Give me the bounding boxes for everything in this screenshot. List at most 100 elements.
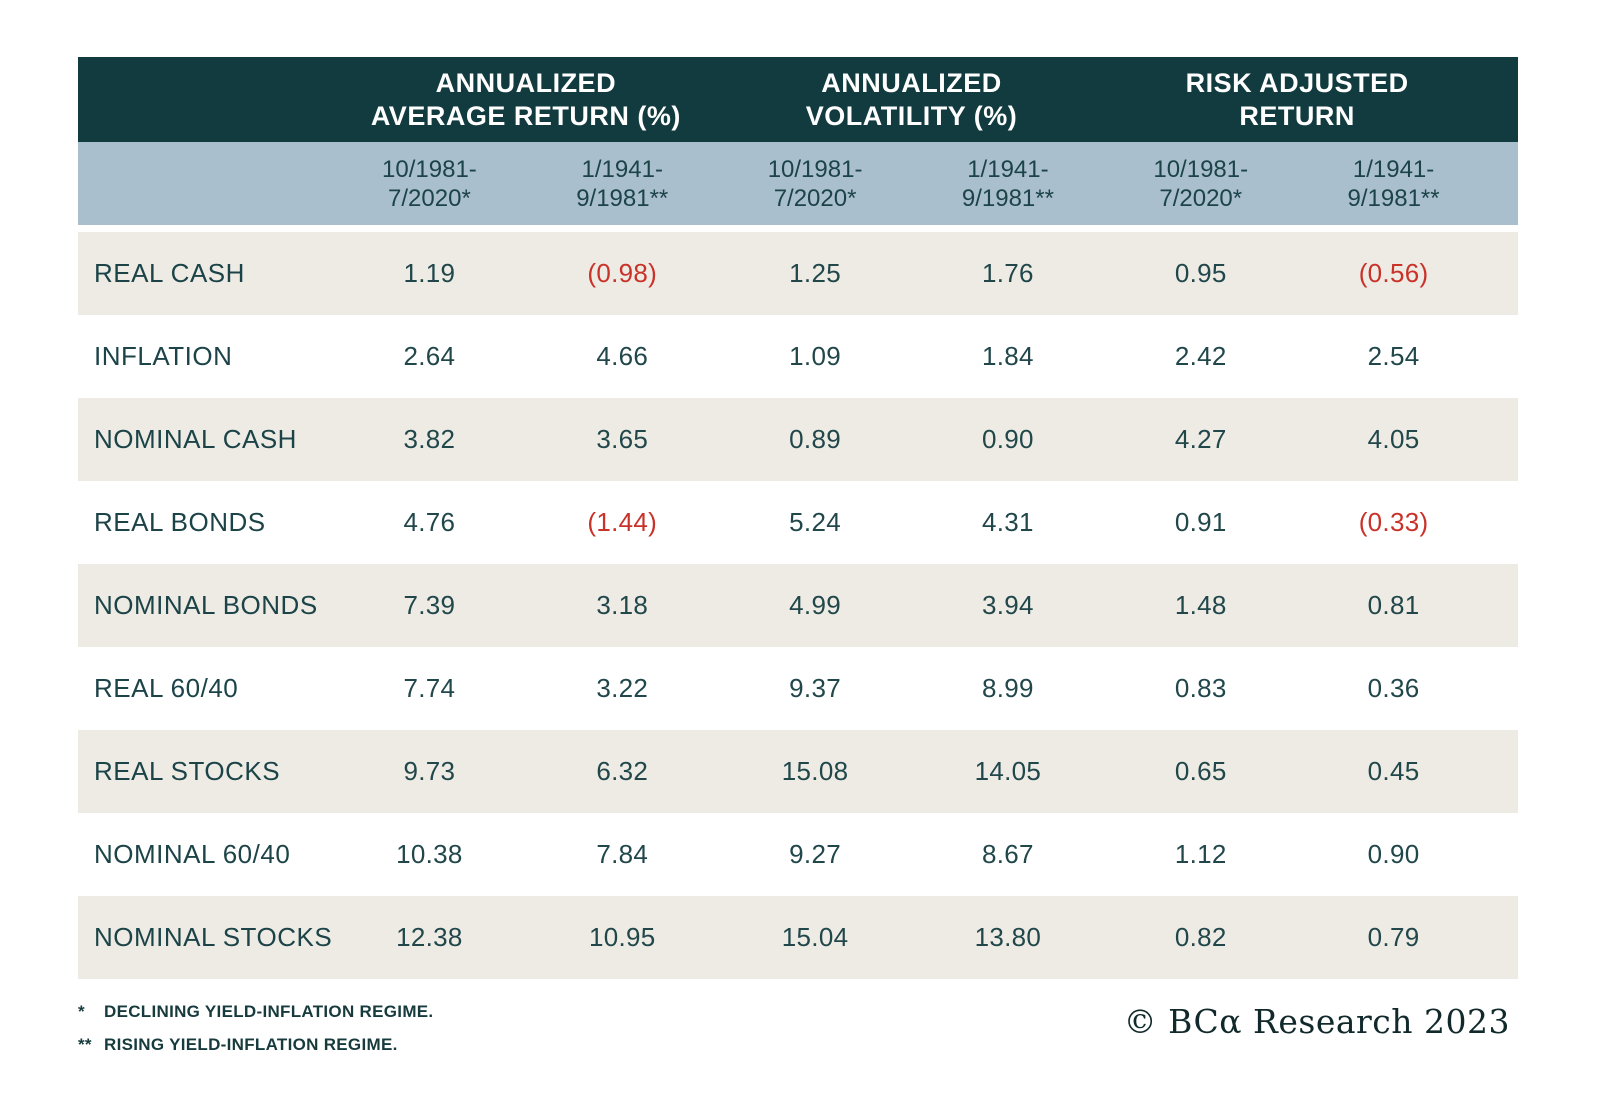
cell: 6.32: [596, 756, 649, 786]
footnote-text: RISING YIELD-INFLATION REGIME.: [104, 1035, 398, 1054]
period-line: 7/2020*: [773, 184, 857, 212]
cell: 0.81: [1367, 590, 1420, 620]
footnote-text: DECLINING YIELD-INFLATION REGIME.: [104, 1002, 434, 1021]
period-line: 10/1981-: [1153, 155, 1249, 183]
period-line: 9/1981**: [961, 184, 1054, 212]
cell: 12.38: [396, 922, 463, 952]
table-row: REAL CASH 1.19 (0.98) 1.25 1.76 0.95 (0.…: [78, 232, 1518, 315]
row-label: REAL 60/40: [94, 673, 239, 703]
cell: 0.45: [1367, 756, 1420, 786]
cell: 4.76: [403, 507, 456, 537]
footnote-marker: **: [78, 1035, 92, 1054]
cell: 3.82: [403, 424, 456, 454]
cell: 1.76: [982, 258, 1034, 288]
period-header: 10/1981- 7/2020*: [1104, 142, 1297, 225]
table-body: REAL CASH 1.19 (0.98) 1.25 1.76 0.95 (0.…: [78, 232, 1518, 979]
cell: 3.22: [596, 673, 649, 703]
group-header-line: RISK ADJUSTED: [1185, 67, 1409, 98]
row-label: REAL CASH: [94, 258, 245, 288]
cell: 4.31: [982, 507, 1034, 537]
footnote-rising-regime: ** RISING YIELD-INFLATION REGIME.: [78, 1028, 433, 1061]
table-row: NOMINAL STOCKS 12.38 10.95 15.04 13.80 0…: [78, 896, 1518, 979]
cell: 0.82: [1174, 922, 1227, 952]
cell: 9.37: [789, 673, 841, 703]
cell: 9.27: [789, 839, 841, 869]
group-header-annualized-average-return: ANNUALIZED AVERAGE RETURN (%): [333, 57, 719, 142]
row-label: NOMINAL STOCKS: [94, 922, 333, 952]
group-header-annualized-volatility: ANNUALIZED VOLATILITY (%): [719, 57, 1105, 142]
cell: 0.90: [1367, 839, 1420, 869]
header-corner-spacer: [78, 57, 333, 142]
table-subheader-band: 10/1981- 7/2020* 1/1941- 9/1981** 10/198…: [78, 142, 1518, 225]
cell: 2.42: [1174, 341, 1227, 371]
cell: 4.05: [1367, 424, 1420, 454]
table-header-band: ANNUALIZED AVERAGE RETURN (%) ANNUALIZED…: [78, 57, 1518, 142]
cell: 1.09: [789, 341, 841, 371]
period-header: 1/1941- 9/1981**: [1297, 142, 1490, 225]
group-header-risk-adjusted-return: RISK ADJUSTED RETURN: [1104, 57, 1490, 142]
group-header-line: ANNUALIZED: [435, 67, 617, 98]
cell: 8.99: [982, 673, 1034, 703]
cell: 8.67: [982, 839, 1034, 869]
table-row: REAL BONDS 4.76 (1.44) 5.24 4.31 0.91 (0…: [78, 481, 1518, 564]
negative-value-cell: (1.44): [587, 507, 658, 537]
cell: 0.89: [789, 424, 841, 454]
cell: 3.94: [982, 590, 1034, 620]
cell: 1.48: [1174, 590, 1227, 620]
cell: 15.04: [781, 922, 849, 952]
cell: 5.24: [789, 507, 841, 537]
cell: 0.36: [1367, 673, 1420, 703]
footnote-marker: *: [78, 1002, 85, 1021]
footnote-declining-regime: * DECLINING YIELD-INFLATION REGIME.: [78, 995, 433, 1028]
cell: 10.95: [588, 922, 656, 952]
row-label: REAL BONDS: [94, 507, 266, 537]
period-header: 1/1941- 9/1981**: [911, 142, 1104, 225]
cell: 4.99: [789, 590, 841, 620]
period-line: 1/1941-: [967, 155, 1049, 183]
row-label: REAL STOCKS: [94, 756, 281, 786]
period-line: 1/1941-: [581, 155, 663, 183]
table-row: INFLATION 2.64 4.66 1.09 1.84 2.42 2.54: [78, 315, 1518, 398]
cell: 0.91: [1174, 507, 1227, 537]
cell: 2.54: [1367, 341, 1420, 371]
cell: 0.65: [1174, 756, 1227, 786]
negative-value-cell: (0.98): [587, 258, 658, 288]
cell: 0.90: [982, 424, 1034, 454]
period-line: 9/1981**: [1347, 184, 1440, 212]
row-label: NOMINAL 60/40: [94, 839, 291, 869]
returns-table: ANNUALIZED AVERAGE RETURN (%) ANNUALIZED…: [78, 57, 1518, 979]
period-line: 10/1981-: [382, 155, 477, 183]
cell: 1.12: [1174, 839, 1227, 869]
negative-value-cell: (0.56): [1358, 258, 1429, 288]
cell: 10.38: [396, 839, 463, 869]
row-label: INFLATION: [94, 341, 233, 371]
table-row: NOMINAL CASH 3.82 3.65 0.89 0.90 4.27 4.…: [78, 398, 1518, 481]
table-row: REAL 60/40 7.74 3.22 9.37 8.99 0.83 0.36: [78, 647, 1518, 730]
cell: 9.73: [403, 756, 456, 786]
cell: 0.95: [1174, 258, 1227, 288]
period-header: 1/1941- 9/1981**: [526, 142, 719, 225]
group-header-line: VOLATILITY (%): [805, 100, 1018, 131]
period-line: 7/2020*: [388, 184, 471, 212]
cell: 15.08: [781, 756, 849, 786]
period-line: 7/2020*: [1159, 184, 1243, 212]
cell: 14.05: [974, 756, 1042, 786]
table-row: NOMINAL 60/40 10.38 7.84 9.27 8.67 1.12 …: [78, 813, 1518, 896]
group-header-line: AVERAGE RETURN (%): [370, 100, 681, 131]
cell: 4.27: [1174, 424, 1227, 454]
cell: 2.64: [403, 341, 456, 371]
cell: 13.80: [974, 922, 1042, 952]
cell: 7.39: [403, 590, 456, 620]
group-header-line: RETURN: [1239, 100, 1355, 131]
table-row: REAL STOCKS 9.73 6.32 15.08 14.05 0.65 0…: [78, 730, 1518, 813]
cell: 1.84: [982, 341, 1034, 371]
row-label: NOMINAL BONDS: [94, 590, 318, 620]
period-header: 10/1981- 7/2020*: [333, 142, 526, 225]
period-line: 10/1981-: [767, 155, 863, 183]
period-line: 1/1941-: [1352, 155, 1435, 183]
cell: 0.79: [1367, 922, 1420, 952]
negative-value-cell: (0.33): [1358, 507, 1429, 537]
bca-research-logo: © BCα Research 2023: [1123, 1002, 1510, 1041]
cell: 3.65: [596, 424, 649, 454]
cell: 3.18: [596, 590, 649, 620]
